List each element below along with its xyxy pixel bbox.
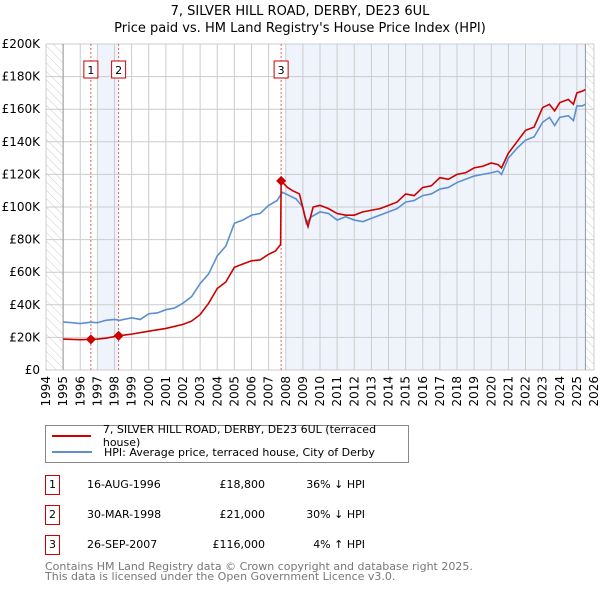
x-tick-label: 2003: [193, 376, 207, 407]
x-tick-label: 2015: [399, 376, 413, 407]
legend-item-hpi: HPI: Average price, terraced house, City…: [46, 444, 375, 460]
x-tick-label: 1995: [56, 376, 70, 407]
sale-marker-label: 2: [115, 64, 122, 77]
transaction-price: £18,800: [219, 478, 266, 491]
transaction-row: 2 30-MAR-1998 £21,000 30% ↓ HPI: [45, 505, 445, 525]
x-tick-label: 2024: [553, 376, 567, 407]
legend-label: HPI: Average price, terraced house, City…: [104, 445, 375, 459]
x-tick-label: 2005: [227, 376, 241, 407]
transaction-date: 26-SEP-2007: [87, 538, 158, 551]
sale-marker-box: [111, 60, 127, 79]
x-tick-label: 2023: [536, 376, 550, 407]
footer-copyright: Contains HM Land Registry data © Crown c…: [45, 560, 473, 573]
sale-point: [276, 175, 287, 186]
series-line: [63, 103, 586, 325]
x-tick-label: 2001: [159, 376, 173, 407]
transaction-row: 3 26-SEP-2007 £116,000 4% ↑ HPI: [45, 535, 445, 555]
legend-label: 7, SILVER HILL ROAD, DERBY, DE23 6UL (te…: [102, 423, 377, 449]
x-tick-label: 2016: [416, 376, 430, 407]
transaction-price: £21,000: [219, 508, 266, 521]
x-tick-label: 2019: [467, 376, 481, 407]
transaction-number: 2: [45, 505, 60, 525]
x-tick-label: 2020: [484, 376, 498, 407]
legend-swatch-red: [52, 435, 91, 437]
y-tick-label: £160K: [2, 102, 42, 116]
x-tick-label: 2022: [519, 376, 533, 407]
y-tick-label: £180K: [2, 70, 42, 84]
x-tick-label: 1997: [90, 376, 104, 407]
x-tick-label: 1994: [39, 376, 53, 407]
transaction-row: 1 16-AUG-1996 £18,800 36% ↓ HPI: [45, 475, 445, 495]
x-tick-label: 2000: [142, 376, 156, 407]
sale-point: [85, 334, 96, 345]
x-tick-label: 2007: [262, 376, 276, 407]
x-tick-label: 2002: [176, 376, 190, 407]
price-chart: 1994 1995 1996 1997 1998 1999 2000 2001 2002 2003…: [2, 37, 600, 407]
x-tick-label: 1996: [73, 376, 87, 407]
y-tick-label: £60K: [9, 265, 41, 279]
x-tick-label: 2017: [433, 376, 447, 407]
sale-marker-label: 1: [87, 64, 94, 77]
sale-marker-label: 3: [278, 64, 285, 77]
x-tick-label: 2021: [501, 376, 515, 407]
transaction-date: 16-AUG-1996: [87, 478, 161, 491]
y-tick-label: £200K: [2, 37, 42, 51]
sale-marker-box: [273, 60, 289, 79]
y-tick-label: £40K: [9, 298, 41, 312]
x-tick-label: 2009: [296, 376, 310, 407]
x-tick-label: 2013: [364, 376, 378, 407]
x-tick-label: 1999: [125, 376, 139, 407]
sale-marker-box: [83, 60, 99, 79]
x-tick-label: 2018: [450, 376, 464, 407]
x-tick-label: 2025: [570, 376, 584, 407]
y-tick-label: £120K: [2, 167, 42, 181]
x-tick-label: 2010: [313, 376, 327, 407]
legend: 7, SILVER HILL ROAD, DERBY, DE23 6UL (te…: [45, 423, 409, 463]
y-tick-label: £20K: [9, 330, 41, 344]
transaction-number: 1: [45, 475, 60, 495]
x-tick-label: 2026: [587, 376, 600, 407]
transaction-price: £116,000: [212, 538, 266, 551]
series-line: [63, 88, 586, 341]
transaction-date: 30-MAR-1998: [87, 508, 162, 521]
transaction-hpi-diff: 4% ↑ HPI: [313, 538, 365, 551]
sale-point: [113, 330, 124, 341]
x-tick-label: 2014: [382, 376, 396, 407]
transaction-hpi-diff: 36% ↓ HPI: [306, 478, 365, 491]
chart-title: 7, SILVER HILL ROAD, DERBY, DE23 6UL: [170, 4, 430, 19]
footer-licence: This data is licensed under the Open Gov…: [45, 570, 396, 583]
x-tick-label: 2004: [210, 376, 224, 407]
transaction-hpi-diff: 30% ↓ HPI: [306, 508, 365, 521]
y-tick-label: £140K: [2, 135, 42, 149]
transaction-number: 3: [45, 535, 60, 555]
y-tick-label: £80K: [9, 233, 41, 247]
chart-subtitle: Price paid vs. HM Land Registry's House …: [114, 21, 486, 36]
x-tick-label: 2006: [245, 376, 259, 407]
x-tick-label: 2012: [347, 376, 361, 407]
y-tick-label: £100K: [2, 200, 42, 214]
x-tick-label: 2008: [279, 376, 293, 407]
y-tick-label: £0: [25, 363, 40, 377]
legend-item-property: 7, SILVER HILL ROAD, DERBY, DE23 6UL (te…: [46, 423, 408, 449]
x-tick-label: 2011: [330, 376, 344, 407]
legend-swatch-blue: [52, 451, 92, 453]
x-tick-label: 1998: [108, 376, 122, 407]
